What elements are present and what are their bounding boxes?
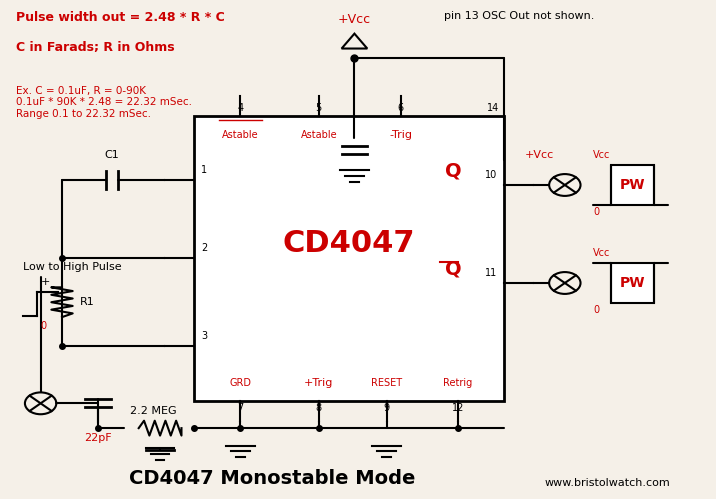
Text: 11: 11 [485,268,497,278]
Text: 9: 9 [384,403,390,413]
Text: C in Farads; R in Ohms: C in Farads; R in Ohms [16,41,174,54]
Text: C1: C1 [105,150,120,160]
Text: Q: Q [445,161,461,180]
Text: 0: 0 [594,305,599,315]
Text: CD4047: CD4047 [283,229,415,258]
Text: R1: R1 [80,297,95,307]
Text: 4: 4 [237,103,243,113]
Text: 8: 8 [316,403,321,413]
Text: Vcc: Vcc [594,150,611,160]
Text: GRD: GRD [229,378,251,388]
Text: 2: 2 [201,243,208,253]
Text: 12: 12 [452,403,464,413]
Text: Low to High Pulse: Low to High Pulse [23,262,122,272]
Text: 2.2 MEG: 2.2 MEG [130,406,176,416]
Text: 0: 0 [41,321,47,331]
Text: +: + [41,277,50,287]
Text: 6: 6 [397,103,404,113]
Text: 7: 7 [237,403,243,413]
Text: +Vcc: +Vcc [338,13,371,26]
Text: +Vcc: +Vcc [526,150,554,160]
Text: Vcc: Vcc [594,248,611,258]
Text: -Trig: -Trig [390,130,412,140]
Text: RESET: RESET [371,378,402,388]
Text: PW: PW [620,178,645,192]
Text: Retrig: Retrig [443,378,473,388]
Text: 3: 3 [201,331,207,341]
Text: CD4047 Monostable Mode: CD4047 Monostable Mode [129,469,415,488]
Text: Q: Q [445,259,461,278]
Text: +Trig: +Trig [304,378,334,388]
Text: Pulse width out = 2.48 * R * C: Pulse width out = 2.48 * R * C [16,11,224,24]
Text: 0: 0 [594,207,599,218]
Text: 10: 10 [485,170,497,180]
Text: 1: 1 [201,165,207,175]
Text: Ex. C = 0.1uF, R = 0-90K
0.1uF * 90K * 2.48 = 22.32 mSec.
Range 0.1 to 22.32 mSe: Ex. C = 0.1uF, R = 0-90K 0.1uF * 90K * 2… [16,86,192,119]
Text: www.bristolwatch.com: www.bristolwatch.com [545,478,670,488]
Bar [611,263,654,303]
Text: PW: PW [620,276,645,290]
Text: Astable: Astable [301,130,337,140]
Text: Astable: Astable [222,130,258,140]
Bar [611,165,654,205]
Text: pin 13 OSC Out not shown.: pin 13 OSC Out not shown. [444,11,594,21]
Text: 14: 14 [488,103,500,113]
Text: 22pF: 22pF [84,433,112,443]
Text: 5: 5 [316,103,322,113]
Bar [194,116,504,401]
